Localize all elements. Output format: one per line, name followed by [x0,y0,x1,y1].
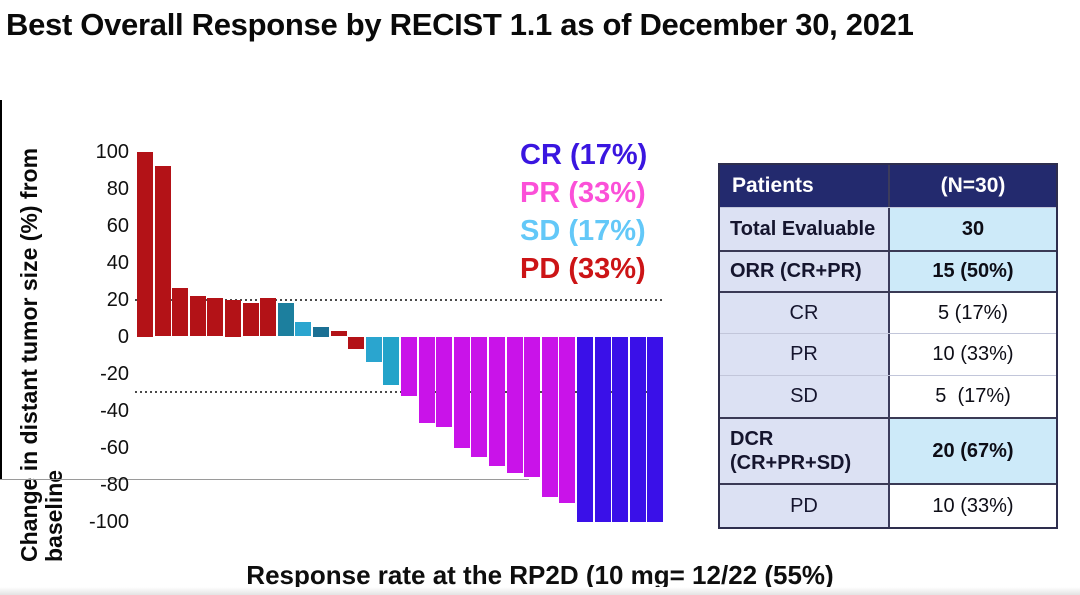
bar-cr [647,336,664,522]
table-row-value: 5 (17%) [888,376,1056,417]
bar-pd [242,303,259,337]
bar-pd [348,336,365,350]
y-tick-label: -100 [88,510,129,533]
table-header-patients: Patients [732,174,814,197]
table-row-label: PR [720,334,888,375]
table-row-label: Total Evaluable [720,208,888,250]
waterfall-chart: 100 80 60 40 20 0 -20 -40 -60 -80 -100 [0,100,700,560]
bar-pr [453,336,470,448]
y-tick-label: 60 [106,214,129,237]
table-header-n: (N=30) [888,165,1056,207]
table-row-value: 15 (50%) [888,252,1056,291]
bar-sd [383,336,400,385]
bar-pr [506,336,523,474]
table-row: Total Evaluable 30 [720,207,1056,250]
table-row-label: ORR (CR+PR) [720,252,888,291]
y-tick-label: 40 [106,251,129,274]
table-row: DCR (CR+PR+SD) 20 (67%) [720,417,1056,483]
bar-pr [524,336,541,478]
table-row: CR 5 (17%) [720,291,1056,333]
chart-legend: CR (17%) PR (33%) SD (17%) PD (33%) [520,136,647,288]
table-row-value: 20 (67%) [888,419,1056,483]
bar-pd [330,330,347,337]
bar-pd [207,297,224,337]
chart-caption: Response rate at the RP2D (10 mg= 12/22 … [246,560,834,590]
x-baseline [0,479,529,480]
bar-pr [418,336,435,424]
bar-sd [365,336,382,363]
table-header-row: Patients (N=30) [720,165,1056,207]
reference-line [135,391,664,393]
bar-pd [172,288,189,337]
bar-sd [277,303,294,337]
bar-pr [401,336,417,396]
table-row-value: 5 (17%) [888,293,1056,333]
table-row-label: PD [720,485,888,527]
table-row: ORR (CR+PR) 15 (50%) [720,250,1056,291]
response-table: Patients (N=30) Total Evaluable 30 ORR (CR… [718,163,1058,529]
reference-line [135,298,664,301]
bar-pd [154,166,171,337]
bar-pr [471,336,488,457]
bar-cr [577,336,593,522]
bar-sd [295,321,312,337]
table-row-value: 10 (33%) [888,485,1056,527]
legend-item-pd: PD (33%) [520,253,646,285]
y-tick-label: 20 [106,288,129,311]
bar-pr [541,336,558,498]
y-tick-label: -60 [100,436,129,459]
table-row-label: DCR (CR+PR+SD) [720,419,888,483]
table-row: SD 5 (17%) [720,375,1056,417]
table-row: PR 10 (33%) [720,333,1056,375]
table-row-value: 30 [888,208,1056,250]
legend-item-sd: SD (17%) [520,215,646,247]
y-axis-line [0,100,2,479]
bar-pr [436,336,453,428]
bar-cr [594,336,611,522]
y-tick-label: -40 [100,399,129,422]
bar-pd [225,299,241,337]
bar-pr [559,336,576,503]
bar-pd [260,297,277,337]
bar-pd [189,295,206,337]
page-title: Best Overall Response by RECIST 1.1 as o… [6,7,914,42]
y-tick-label: -80 [100,473,129,496]
footer-shade [0,587,1080,595]
bar-pr [489,336,505,466]
table-row: PD 10 (33%) [720,483,1056,527]
bar-cr [612,336,629,522]
table-row-label: CR [720,293,888,333]
bar-sd [313,327,329,337]
bar-cr [629,336,646,522]
y-tick-label: -20 [100,362,129,385]
y-tick-label: 0 [117,325,129,348]
y-tick-label: 100 [95,140,129,163]
legend-item-pr: PR (33%) [520,177,646,209]
table-row-value: 10 (33%) [888,334,1056,375]
legend-item-cr: CR (17%) [520,139,648,171]
bar-pd [137,151,153,337]
table-row-label: SD [720,376,888,417]
y-tick-label: 80 [106,177,129,200]
